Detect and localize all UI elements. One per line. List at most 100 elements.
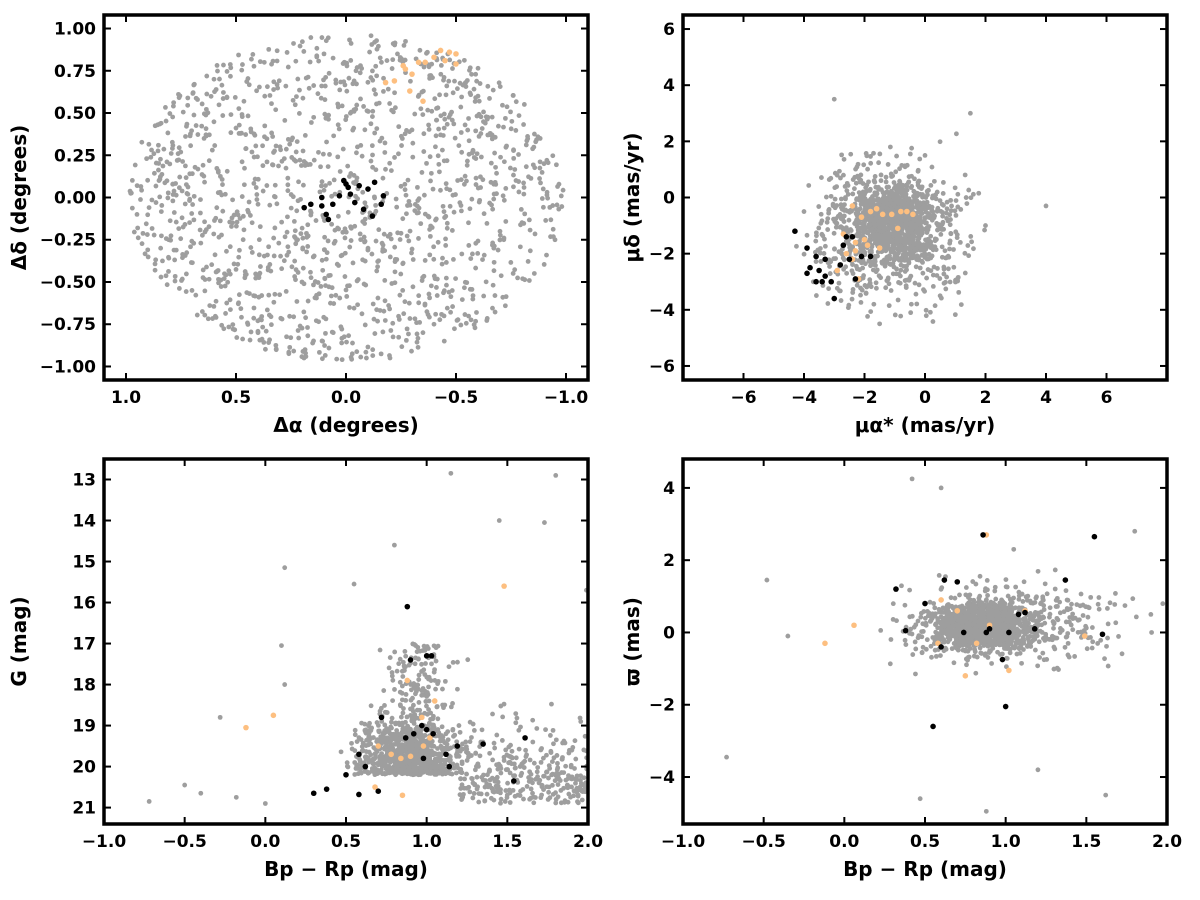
background-point [345, 764, 351, 770]
background-point [416, 677, 422, 682]
background-point [435, 643, 441, 649]
background-point [238, 131, 244, 136]
background-point [217, 76, 222, 82]
background-point [434, 50, 440, 56]
background-point [550, 226, 556, 232]
background-point [365, 344, 371, 350]
background-point [316, 58, 322, 64]
background-point [390, 698, 396, 704]
background-point [414, 320, 419, 326]
background-point [919, 192, 925, 198]
background-point [860, 265, 866, 271]
background-point [311, 157, 317, 163]
background-point [833, 216, 839, 222]
background-point [441, 158, 447, 164]
background-point [381, 88, 386, 94]
background-point [229, 224, 234, 229]
cluster-point [822, 256, 828, 263]
highlight-point [876, 245, 883, 251]
background-point [217, 189, 223, 195]
background-point [428, 170, 434, 176]
background-point [416, 700, 422, 705]
background-point [331, 240, 337, 246]
background-point [319, 179, 325, 185]
background-point [333, 77, 339, 83]
background-point [285, 182, 291, 188]
background-point [308, 275, 314, 281]
background-point [891, 201, 897, 207]
background-point [496, 518, 502, 523]
background-point [375, 295, 381, 301]
background-point [187, 198, 192, 203]
background-point [291, 348, 297, 354]
background-point [287, 344, 293, 350]
background-point [947, 240, 953, 246]
background-point [826, 257, 832, 263]
background-point [325, 238, 331, 244]
background-point [831, 230, 837, 236]
background-point [575, 800, 581, 806]
background-point [267, 93, 273, 98]
x-tick-label: 0.5 [331, 832, 361, 852]
background-point [843, 207, 848, 213]
background-point [134, 183, 140, 189]
background-point [879, 206, 885, 212]
background-point [838, 298, 844, 303]
background-point [500, 714, 506, 720]
background-point [351, 108, 357, 114]
background-point [152, 261, 158, 267]
background-point [183, 271, 189, 277]
background-point [539, 169, 545, 175]
background-point [506, 760, 512, 766]
background-point [159, 203, 165, 208]
background-point [437, 92, 442, 98]
cluster-point [804, 270, 810, 277]
background-point [490, 305, 495, 311]
background-point [872, 190, 878, 196]
cluster-point [843, 234, 850, 240]
background-point [476, 791, 482, 797]
background-point [402, 725, 408, 731]
background-point [481, 293, 487, 299]
background-point [912, 189, 917, 195]
background-point [868, 248, 874, 253]
background-point [344, 339, 349, 345]
background-point [308, 269, 313, 275]
background-point [469, 196, 475, 202]
background-point [498, 154, 503, 160]
background-point [542, 520, 547, 525]
background-point [178, 236, 184, 242]
background-point [498, 273, 504, 279]
background-point [1054, 595, 1060, 601]
background-point [832, 205, 838, 211]
background-point [236, 292, 242, 298]
background-point [916, 256, 922, 262]
background-point [917, 265, 923, 271]
background-point [308, 35, 314, 40]
background-point [867, 277, 873, 283]
background-point [373, 91, 378, 97]
background-point [443, 731, 449, 737]
background-point [474, 774, 480, 780]
background-point [382, 150, 388, 155]
background-point [923, 307, 929, 313]
background-point [841, 213, 847, 219]
cluster-point [404, 603, 411, 610]
background-point [924, 188, 930, 194]
background-point [443, 92, 449, 98]
background-point [457, 729, 463, 735]
background-point [951, 264, 957, 270]
cluster-point [822, 273, 828, 279]
background-point [292, 102, 298, 108]
background-point [182, 201, 188, 207]
background-point [866, 222, 872, 228]
background-point [485, 114, 491, 120]
background-point [952, 208, 958, 214]
background-point [444, 121, 450, 127]
background-point [905, 240, 911, 246]
background-point [832, 196, 838, 202]
background-point [521, 221, 527, 226]
cluster-point [319, 194, 325, 201]
background-point [498, 800, 503, 806]
background-point [425, 646, 431, 651]
